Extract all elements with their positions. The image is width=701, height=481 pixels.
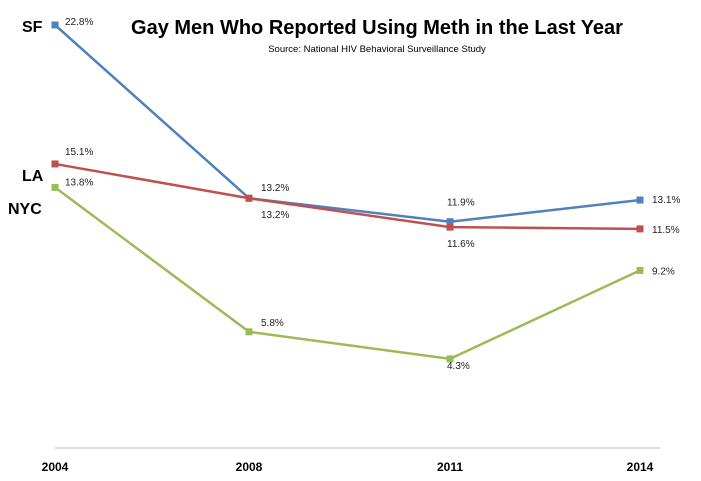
data-label-la: 11.5% (652, 225, 680, 236)
series-line-la (54, 162, 641, 231)
chart-subtitle: Source: National HIV Behavioral Surveill… (268, 44, 486, 55)
x-tick-label: 2014 (627, 460, 654, 474)
data-label-nyc: 9.2% (652, 266, 675, 277)
series-name-la: LA (22, 168, 44, 185)
x-tick-label: 2008 (236, 460, 263, 474)
series-sf: 22.8% 13.2% 11.9% 13.1% SF (22, 17, 680, 226)
data-point-sf (446, 218, 454, 226)
data-label-sf: 13.1% (652, 195, 680, 206)
x-tick-label: 2011 (437, 460, 463, 474)
data-point-la (245, 194, 253, 202)
x-axis-ticks: 2004 2008 2011 2014 (42, 460, 654, 474)
data-label-la: 15.1% (65, 147, 93, 158)
data-label-la: 11.6% (447, 239, 475, 250)
series-la: 15.1% 13.2% 11.6% 11.5% LA (22, 147, 680, 250)
data-point-la (636, 225, 644, 233)
data-point-sf (636, 196, 644, 204)
series-line-nyc (54, 186, 641, 361)
data-label-nyc: 5.8% (261, 318, 284, 329)
data-point-nyc (636, 266, 644, 274)
data-label-nyc: 4.3% (447, 361, 470, 372)
series-line-sf (54, 24, 641, 223)
data-point-nyc (446, 355, 454, 363)
x-tick-label: 2004 (42, 460, 69, 474)
data-label-sf: 13.2% (261, 183, 289, 194)
data-label-nyc: 13.8% (65, 177, 93, 188)
data-label-sf: 11.9% (447, 198, 475, 209)
data-label-sf: 22.8% (65, 17, 93, 28)
data-point-nyc (245, 328, 253, 336)
data-point-la (446, 223, 454, 231)
series-name-nyc: NYC (8, 201, 42, 218)
series-layer: 22.8% 13.2% 11.9% 13.1% SF 15.1% 13.2% 11.6% 11.… (8, 17, 680, 372)
data-point-sf (51, 21, 59, 29)
data-point-nyc (51, 183, 59, 191)
chart-title: Gay Men Who Reported Using Meth in the L… (131, 17, 623, 39)
data-label-la: 13.2% (261, 210, 289, 221)
data-point-la (51, 160, 59, 168)
series-nyc: 13.8% 5.8% 4.3% 9.2% NYC (8, 177, 675, 371)
series-name-sf: SF (22, 19, 43, 36)
